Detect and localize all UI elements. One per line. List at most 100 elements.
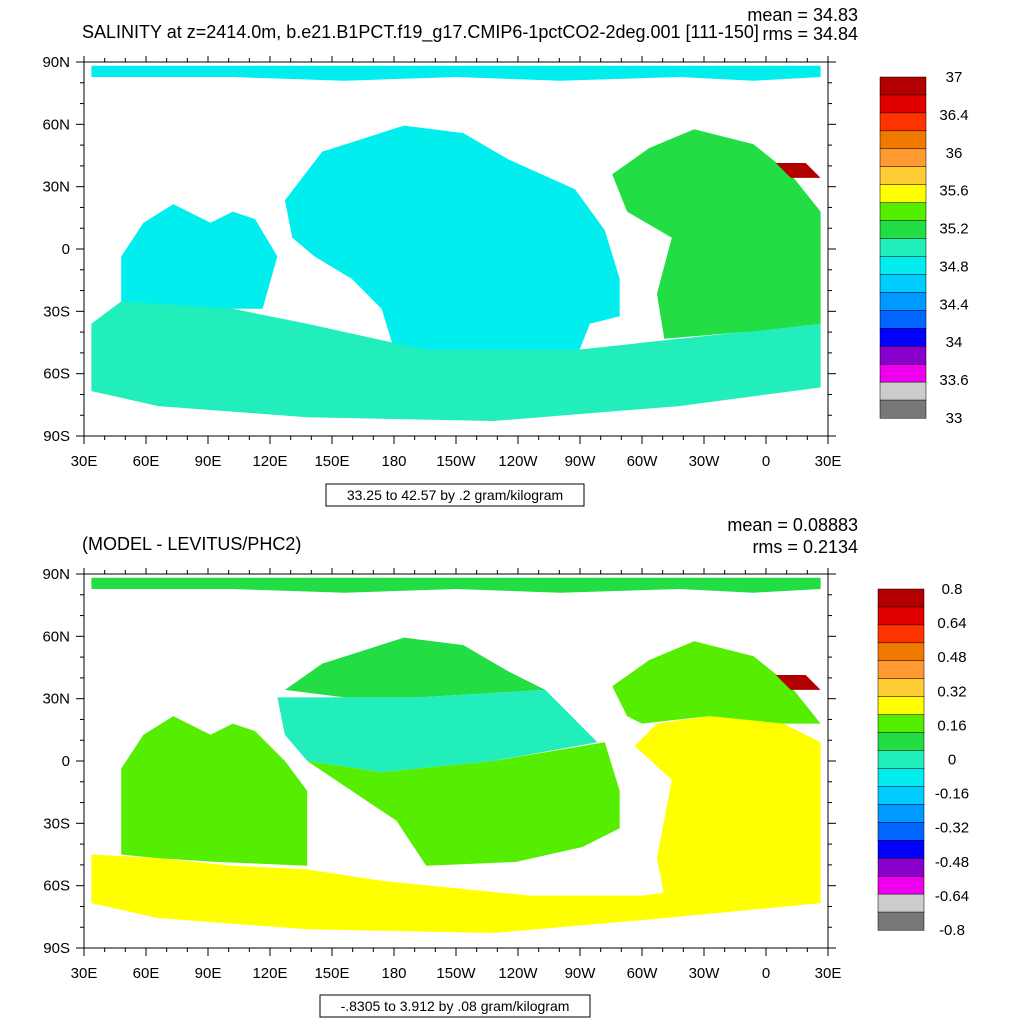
y-tick-label: 30N xyxy=(42,179,70,196)
contour-info-box xyxy=(325,483,585,507)
colorbar-label: 34 xyxy=(946,334,963,351)
colorbar-swatch xyxy=(877,732,925,752)
colorbar-swatch xyxy=(877,804,925,823)
colorbar-swatch xyxy=(877,822,925,841)
y-tick-label: 90S xyxy=(43,428,70,445)
colorbar-swatch xyxy=(879,274,927,293)
colorbar: 0.8 0.64 0.48 0.32 0.16 0 -0.16 -0.32 -0.48 -0.64… xyxy=(877,581,969,939)
colorbar-swatch xyxy=(877,911,925,931)
colorbar-label: 36 xyxy=(946,145,963,162)
ocean-region-pacific-ocean xyxy=(284,125,620,369)
colorbar-label: -0.64 xyxy=(935,888,969,905)
contour-info: 33.25 to 42.57 by .2 gram/kilogram xyxy=(347,487,563,503)
mean-stat: mean = 0.08883 xyxy=(727,515,858,535)
y-tick-label: 30S xyxy=(43,815,70,832)
colorbar-label: 34.4 xyxy=(939,296,968,313)
colorbar-label: 37 xyxy=(946,69,963,86)
x-tick-label: 90E xyxy=(195,453,222,470)
colorbar-swatch xyxy=(877,624,925,644)
colorbar-swatch xyxy=(879,166,927,186)
ocean-region-arctic-ocean xyxy=(91,577,821,593)
colorbar-label: 35.2 xyxy=(939,221,968,238)
colorbar-swatch xyxy=(877,642,925,662)
colorbar-label: 36.4 xyxy=(939,107,968,124)
colorbar-swatch xyxy=(879,130,927,150)
colorbar-label: 0.8 xyxy=(942,581,963,598)
colorbar-label: 0.32 xyxy=(937,683,966,700)
colorbar-label: 0.16 xyxy=(937,717,966,734)
x-tick-label: 30W xyxy=(689,965,721,982)
y-tick-label: 0 xyxy=(62,241,70,258)
ocean-region-indian-ocean xyxy=(121,716,308,866)
x-tick-label: 120E xyxy=(252,453,287,470)
x-tick-label: 30E xyxy=(815,453,842,470)
salinity-panel: SALINITY at z=2414.0m, b.e21.B1PCT.f19_g… xyxy=(42,5,969,507)
ocean-region-north-pacific xyxy=(284,637,546,698)
colorbar-swatch xyxy=(879,220,927,240)
colorbar-swatch xyxy=(879,112,927,132)
contour-info: -.8305 to 3.912 by .08 gram/kilogram xyxy=(341,998,570,1014)
colorbar-swatch xyxy=(879,363,927,383)
y-tick-label: 30S xyxy=(43,303,70,320)
x-tick-label: 150E xyxy=(314,453,349,470)
ocean-region-mediterranean-sea xyxy=(775,163,821,178)
colorbar-label: 33.6 xyxy=(939,372,968,389)
colorbar-swatch xyxy=(877,768,925,787)
y-tick-label: 90N xyxy=(42,54,70,71)
ocean-region-arctic-ocean xyxy=(91,65,821,81)
x-tick-label: 150W xyxy=(436,965,476,982)
colorbar-label: 33 xyxy=(946,410,963,427)
x-tick-label: 60W xyxy=(627,965,659,982)
mean-stat: mean = 34.83 xyxy=(747,5,858,25)
ocean-region-southern-ocean-band xyxy=(91,854,821,933)
colorbar-label: -0.8 xyxy=(939,922,965,939)
panel-title: SALINITY at z=2414.0m, b.e21.B1PCT.f19_g… xyxy=(82,22,759,43)
colorbar-swatch xyxy=(877,606,925,626)
x-tick-label: 0 xyxy=(762,965,770,982)
colorbar-label: 0.64 xyxy=(937,615,966,632)
colorbar-label: 35.6 xyxy=(939,183,968,200)
x-tick-label: 90E xyxy=(195,965,222,982)
colorbar-swatch xyxy=(879,76,927,96)
rms-stat: rms = 34.84 xyxy=(762,24,858,44)
x-tick-label: 90W xyxy=(565,453,597,470)
ocean-region-atlantic-ocean xyxy=(612,129,821,339)
y-tick-label: 60S xyxy=(43,878,70,895)
ocean-region-south-pacific xyxy=(307,742,620,866)
colorbar-swatch xyxy=(879,202,927,222)
y-tick-label: 60S xyxy=(43,366,70,383)
y-tick-label: 60N xyxy=(42,116,70,133)
ocean-region-tropical-pacific xyxy=(277,689,598,773)
colorbar-swatch xyxy=(877,840,925,859)
colorbar-swatch xyxy=(877,786,925,805)
x-tick-label: 120W xyxy=(498,965,538,982)
colorbar-swatch xyxy=(877,678,925,698)
colorbar-swatch xyxy=(879,184,927,204)
ocean-region-southern-ocean xyxy=(91,301,821,421)
x-tick-label: 180 xyxy=(381,965,406,982)
ocean-region-indian-ocean xyxy=(121,204,278,309)
colorbar-swatch xyxy=(879,328,927,347)
colorbar-label: -0.48 xyxy=(935,854,969,871)
colorbar: 37 36.4 36 35.6 35.2 34.8 34.4 34 33.6 33 xyxy=(879,69,969,427)
x-tick-label: 60E xyxy=(133,453,160,470)
x-tick-label: 60E xyxy=(133,965,160,982)
colorbar-label: -0.16 xyxy=(935,786,969,803)
y-tick-label: 90N xyxy=(42,566,70,583)
colorbar-label: -0.32 xyxy=(935,820,969,837)
x-tick-label: 30E xyxy=(71,453,98,470)
x-tick-label: 0 xyxy=(762,453,770,470)
colorbar-swatch xyxy=(879,292,927,311)
colorbar-swatch xyxy=(879,94,927,114)
colorbar-label: 34.8 xyxy=(939,258,968,275)
map-regions xyxy=(91,65,821,421)
x-tick-label: 60W xyxy=(627,453,659,470)
colorbar-swatch xyxy=(877,857,925,877)
x-tick-label: 90W xyxy=(565,965,597,982)
colorbar-swatch xyxy=(879,148,927,168)
map-axes: 30E 60E 90E 120E 150E 180 150W 120W 90W 60W 30W 0 30… xyxy=(42,54,841,470)
y-tick-label: 0 xyxy=(62,753,70,770)
colorbar-swatch xyxy=(877,588,925,608)
x-tick-label: 120W xyxy=(498,453,538,470)
y-tick-label: 60N xyxy=(42,628,70,645)
